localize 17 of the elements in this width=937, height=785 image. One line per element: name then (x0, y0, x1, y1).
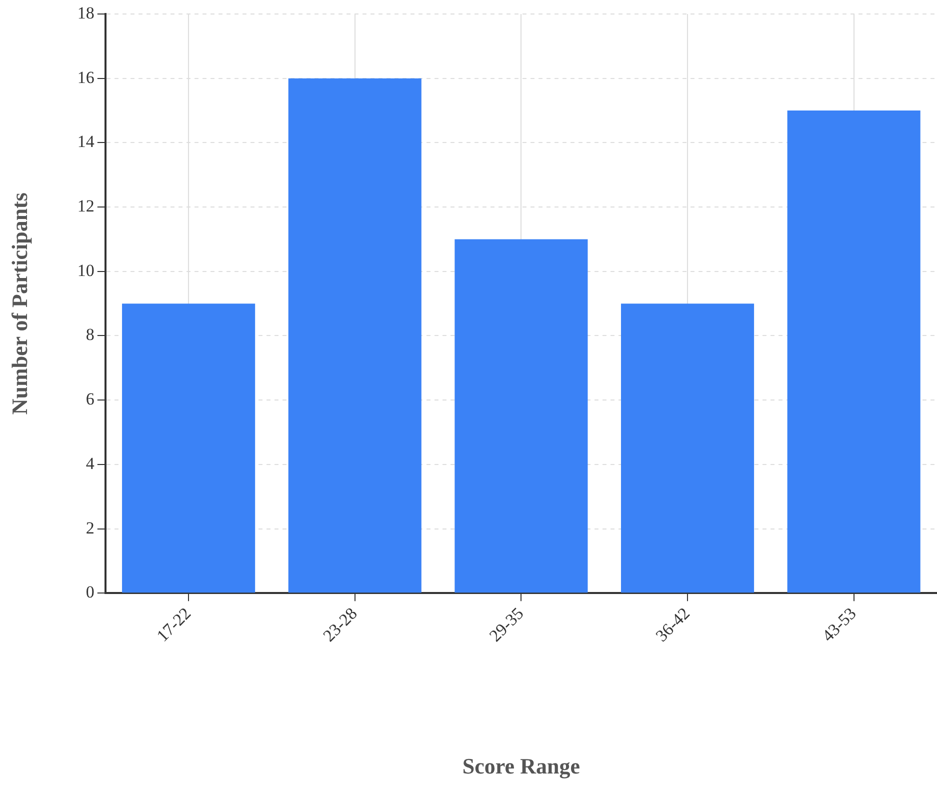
y-tick-label: 14 (77, 132, 95, 152)
bar (787, 110, 920, 593)
y-tick-label: 8 (86, 325, 94, 344)
y-tick-label: 6 (86, 390, 94, 409)
y-axis-title: Number of Participants (6, 192, 32, 415)
y-tick-label: 10 (77, 260, 94, 280)
y-tick-label: 18 (77, 3, 94, 22)
y-tick-label: 0 (86, 582, 94, 602)
y-tick-label: 16 (77, 68, 94, 87)
y-tick-label: 4 (86, 454, 95, 473)
bar (122, 304, 256, 593)
y-tick-label: 12 (77, 196, 94, 216)
y-tick-label: 2 (86, 518, 94, 538)
bar (288, 78, 422, 593)
x-axis-title: Score Range (462, 753, 580, 778)
bar (620, 304, 754, 593)
bar (454, 239, 588, 593)
